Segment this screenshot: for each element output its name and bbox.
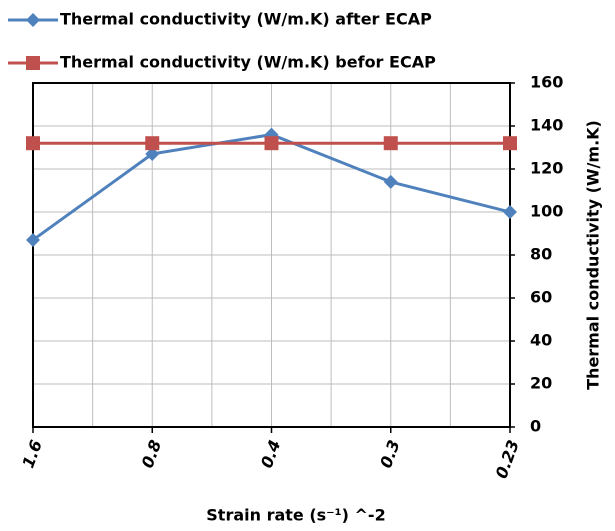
legend-label: Thermal conductivity (W/m.K) befor ECAP [60,53,436,72]
marker [26,232,40,247]
y-tick-label: 120 [530,159,563,178]
y-tick-label: 60 [530,288,552,307]
x-tick-label: 1.6 [18,437,46,470]
marker [503,136,517,151]
legend-label: Thermal conductivity (W/m.K) after ECAP [60,10,432,29]
marker [26,136,40,151]
marker [145,136,160,151]
marker [145,146,160,161]
y-tick-label: 80 [530,245,552,264]
y-tick-label: 160 [530,73,563,92]
x-axis-label: Strain rate (s⁻¹) ^-2 [206,506,385,525]
y-tick-label: 0 [530,417,541,436]
marker [383,174,398,189]
x-tick-label: 0.23 [492,437,523,481]
y-tick-label: 40 [530,331,552,350]
legend-marker [26,13,40,27]
marker [503,205,517,219]
legend-marker [26,56,40,70]
marker [264,136,279,151]
y-axis-label: Thermal conductivity (W/m.K) [584,120,603,390]
y-tick-label: 100 [530,202,563,221]
y-tick-label: 140 [530,116,563,135]
x-tick-label: 0.4 [257,437,285,470]
marker [383,136,398,151]
y-tick-label: 20 [530,374,552,393]
x-tick-label: 0.3 [376,437,404,470]
x-tick-label: 0.8 [138,437,166,470]
